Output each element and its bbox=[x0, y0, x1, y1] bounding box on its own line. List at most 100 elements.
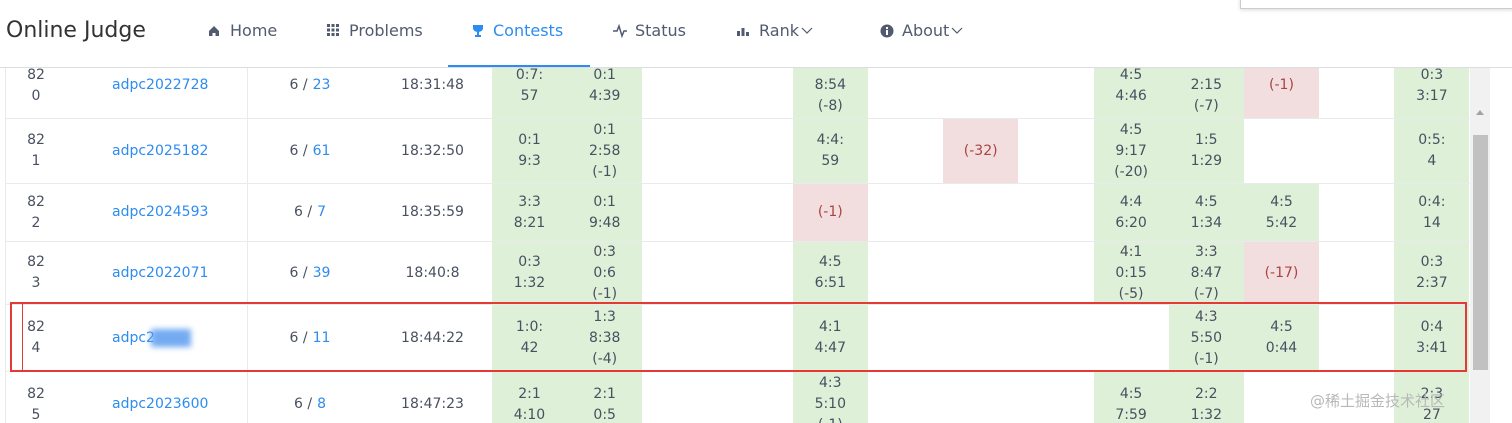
problem-cell: 0:1 4:39 bbox=[567, 68, 643, 118]
problem-cell: 3:3 8:47 (-7) bbox=[1168, 242, 1244, 304]
problem-cell: 4:3 5:10 (-1) bbox=[792, 372, 868, 423]
problem-cell: 0:5: 4 bbox=[1394, 119, 1470, 183]
rank-row: 82 4 adpc2 6 /11 18:44:22 1:0: 42 1:3 8:38 (-… bbox=[5, 305, 1470, 372]
chevron bbox=[951, 27, 963, 34]
nav-label: Rank bbox=[759, 21, 799, 40]
problem-cell: (-17) bbox=[1244, 242, 1319, 304]
problem-cell: 0:3 1:32 bbox=[492, 242, 567, 304]
username-cell: adpc2024593 bbox=[85, 184, 245, 241]
solved-cell: 6 /23 bbox=[247, 68, 373, 118]
username-link[interactable]: adpc2025182 bbox=[112, 142, 209, 159]
rank-table: 82 0 adpc2022728 6 /23 18:31:48 0:7: 57 0:1 4… bbox=[0, 68, 1470, 423]
attempts-link[interactable]: 23 bbox=[312, 77, 331, 93]
attempts-link[interactable]: 7 bbox=[317, 204, 326, 220]
nav-item[interactable]: Home bbox=[208, 21, 277, 40]
nav-item[interactable]: About bbox=[880, 21, 963, 40]
problem-cell: 0:1 2:58 (-1) bbox=[567, 119, 643, 183]
username-cell: adpc2025182 bbox=[85, 119, 245, 183]
time: 18:32:50 bbox=[401, 142, 464, 159]
nav-item[interactable]: Status bbox=[613, 21, 686, 40]
nav-icon bbox=[209, 25, 219, 36]
chevron bbox=[801, 27, 813, 34]
attempts-link[interactable]: 8 bbox=[317, 396, 326, 412]
solved: 6 / bbox=[294, 396, 313, 412]
problem-cell: 4:4 6:20 bbox=[1093, 184, 1169, 241]
scroll-up-arrow[interactable] bbox=[1475, 108, 1485, 116]
solved-cell: 6 /7 bbox=[247, 184, 373, 241]
solved: 6 / bbox=[294, 204, 313, 220]
scrollbar[interactable] bbox=[1470, 68, 1490, 423]
rank-row: 82 1 adpc2025182 6 /61 18:32:50 0:1 9:3 0:1 2… bbox=[5, 119, 1470, 184]
problem-cell: 2:2 1:32 bbox=[1168, 372, 1244, 423]
nav-label: Home bbox=[230, 21, 278, 40]
rank-row: 82 3 adpc2022071 6 /39 18:40:8 0:3 1:32 0:3 0… bbox=[5, 242, 1470, 305]
nav-item[interactable]: Contests bbox=[471, 21, 563, 40]
navbar: Online Judge Home Problems Contests Status R… bbox=[0, 0, 1512, 68]
username-link[interactable]: adpc2022071 bbox=[112, 264, 209, 281]
problem-cell: 0:1 9:3 bbox=[492, 119, 567, 183]
problem-cell: 1:1 8:54 (-8) bbox=[792, 68, 868, 118]
nav-item[interactable]: Rank bbox=[737, 21, 813, 40]
problem-cell: 4:4: 59 bbox=[792, 119, 868, 183]
problem-cell: 2:0 2:15 (-7) bbox=[1168, 68, 1244, 118]
problem-cell: 0:3 3:17 bbox=[1394, 68, 1470, 118]
scroll-thumb[interactable] bbox=[1473, 135, 1488, 370]
problem-cell: 0:1 9:48 bbox=[567, 184, 643, 241]
dropdown-edge bbox=[1240, 0, 1512, 9]
problem-cell: 4:5 6:51 bbox=[792, 242, 868, 304]
problem-cell: 0:4: 14 bbox=[1394, 184, 1470, 241]
username-link[interactable]: adpc2022728 bbox=[112, 77, 209, 93]
problem-cell: 4:1 4:47 bbox=[792, 305, 868, 371]
username-cell: adpc2023600 bbox=[85, 372, 245, 423]
brand[interactable]: Online Judge bbox=[6, 18, 146, 43]
rank: 82 1 bbox=[27, 132, 45, 169]
time: 18:35:59 bbox=[401, 204, 464, 220]
attempts-link[interactable]: 61 bbox=[312, 142, 331, 159]
watermark: @稀土掘金技术社区 bbox=[1310, 392, 1446, 410]
problem-cell: 2:1 4:10 bbox=[492, 372, 567, 423]
nav-icon bbox=[327, 23, 339, 36]
problem-cell: 4:5 4:46 bbox=[1093, 68, 1169, 118]
table-left-border bbox=[5, 68, 6, 423]
problem-cell: 2:1 0:5 bbox=[567, 372, 643, 423]
problem-cell: 0:7: 57 bbox=[492, 68, 567, 118]
problem-cell: 4:5 5:42 bbox=[1244, 184, 1319, 241]
nav-icon bbox=[737, 27, 749, 36]
username-cell: adpc2022071 bbox=[85, 242, 245, 304]
problem-cell: 4:3 5:50 (-1) bbox=[1168, 305, 1244, 371]
rank-row: 82 2 adpc2024593 6 /7 18:35:59 3:3 8:21 0:1 9… bbox=[5, 184, 1470, 242]
problem-cell: 4:1 0:15 (-5) bbox=[1093, 242, 1169, 304]
nav-label: Status bbox=[635, 21, 686, 40]
time: 18:31:48 bbox=[401, 77, 464, 93]
problem-cell: 4:5 0:44 bbox=[1244, 305, 1319, 371]
solved: 6 / bbox=[289, 329, 308, 346]
problem-cell: (-1) bbox=[792, 184, 868, 241]
solved: 6 / bbox=[289, 142, 308, 159]
username-link[interactable]: adpc2024593 bbox=[112, 204, 209, 220]
problem-cell: 4:5 1:34 bbox=[1168, 184, 1244, 241]
highlight-box bbox=[10, 302, 1467, 372]
attempts-link[interactable]: 39 bbox=[312, 264, 331, 281]
highlight-line bbox=[22, 304, 23, 370]
attempts-link[interactable]: 11 bbox=[312, 329, 331, 346]
nav-item[interactable]: Problems bbox=[327, 21, 423, 40]
username-link[interactable]: adpc2 bbox=[112, 329, 155, 346]
problem-cell: 4:5 9:17 (-20) bbox=[1093, 119, 1169, 183]
username-link[interactable]: adpc2023600 bbox=[112, 396, 209, 412]
problem-cell: 1:3 8:38 (-4) bbox=[567, 305, 643, 371]
time: 18:40:8 bbox=[405, 264, 460, 281]
problem-cell: 1:5 1:29 bbox=[1168, 119, 1244, 183]
problem-cell: 2:3 27 bbox=[1394, 372, 1470, 423]
nav-icon bbox=[880, 24, 894, 37]
rank: 82 2 bbox=[27, 193, 45, 231]
problem-cell: 4:5 7:59 bbox=[1093, 372, 1169, 423]
solved-cell: 6 /39 bbox=[247, 242, 373, 304]
problem-cell: (-32) bbox=[943, 119, 1019, 183]
nav-icon bbox=[613, 23, 627, 38]
blur bbox=[150, 329, 191, 347]
problem-cell: 0:3 2:37 bbox=[1394, 242, 1470, 304]
column-divider bbox=[247, 68, 248, 423]
rank: 82 0 bbox=[27, 68, 45, 104]
solved-cell: 6 /8 bbox=[247, 372, 373, 423]
